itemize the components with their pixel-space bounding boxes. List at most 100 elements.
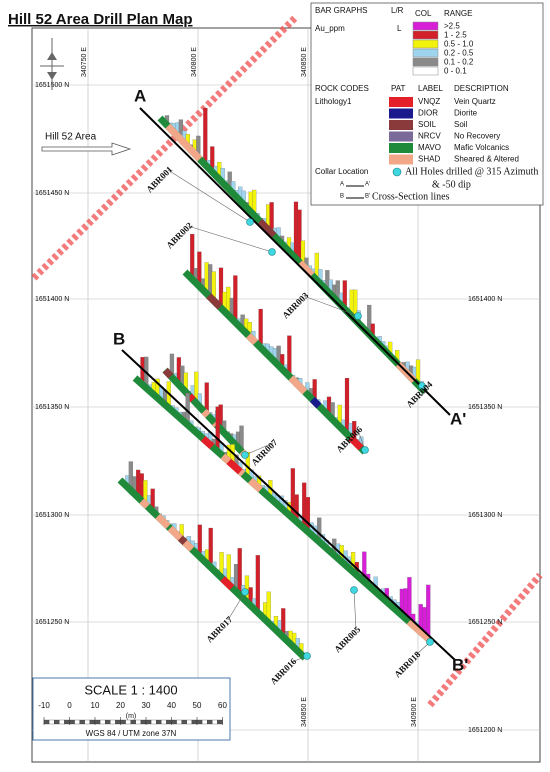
scale-segment — [54, 719, 60, 725]
au-bar — [237, 548, 242, 593]
rock-description: Sheared & Altered — [454, 155, 519, 164]
scale-segment — [59, 719, 65, 725]
lithology-segment — [246, 333, 259, 346]
scale-segment — [201, 719, 208, 725]
collar — [303, 652, 311, 660]
leader-line — [227, 591, 246, 621]
section-end: B' — [452, 655, 468, 674]
scale-box — [32, 677, 231, 741]
scale-segment — [135, 719, 142, 725]
northing-label: 1651250 N — [35, 619, 69, 626]
section-key: A' — [365, 182, 370, 188]
au-bar — [204, 262, 209, 291]
collar — [354, 312, 362, 320]
easting-label: 340850 E — [301, 47, 308, 77]
scale-segment — [48, 719, 55, 725]
boundary-lines — [31, 15, 543, 708]
north-arrow — [40, 38, 64, 90]
lithology-segment — [257, 218, 277, 239]
leader-line — [167, 169, 251, 223]
boundary — [427, 572, 543, 708]
rock-code: VNQZ — [418, 97, 440, 106]
collar — [246, 218, 254, 226]
rock-description: Mafic Volcanics — [454, 143, 509, 152]
scale-tick-label: 30 — [142, 701, 151, 710]
au-bar — [233, 564, 239, 589]
lithology-segment — [220, 576, 235, 591]
scale-segment — [212, 719, 218, 725]
collar — [361, 446, 369, 454]
drill-trace — [132, 375, 435, 645]
section-end: A' — [450, 409, 466, 428]
au-bar — [258, 308, 263, 345]
lithology-segment — [201, 409, 211, 418]
au-bar — [136, 469, 141, 495]
scale-segment — [140, 719, 147, 725]
scale-segment — [156, 719, 162, 725]
rock-swatch — [389, 108, 413, 119]
scale-segment — [186, 719, 193, 725]
section-start: A — [134, 86, 146, 105]
lithology-segment — [247, 477, 263, 493]
easting-label: 340850 E — [301, 697, 308, 727]
scale-segment — [89, 719, 96, 725]
legend-side: L — [397, 24, 402, 33]
scale-segment — [115, 719, 121, 725]
legend-lithology: Lithology1 — [315, 97, 352, 106]
scale-segment — [161, 719, 167, 725]
au-bar — [185, 392, 190, 422]
area-label: Hill 52 Area — [45, 132, 97, 143]
legend-header: PAT — [391, 84, 405, 93]
leader-line — [187, 225, 273, 253]
rock-description: Soil — [454, 120, 468, 129]
lithology-segment — [162, 367, 174, 379]
lithology-segment — [292, 379, 305, 392]
note: All Holes drilled @ 315 Azimuth — [405, 166, 538, 177]
legend-header: COL — [415, 9, 432, 18]
au-bar — [344, 377, 350, 432]
collar-symbol — [392, 167, 402, 177]
northing-label: 1651200 N — [468, 727, 502, 734]
range-label: 1 - 2.5 — [444, 31, 467, 40]
legend-header: RANGE — [444, 9, 472, 18]
scale-segment — [130, 719, 136, 725]
section-start: B — [113, 329, 125, 348]
scale-segment — [74, 719, 80, 725]
rock-swatch — [389, 97, 413, 107]
scale-tick-label: 10 — [91, 701, 100, 710]
collar — [268, 248, 276, 256]
au-bar — [281, 608, 286, 635]
collar-label: Collar Location — [315, 167, 368, 176]
au-bar — [197, 524, 202, 554]
note: & -50 dip — [432, 179, 471, 190]
lithology-segment — [186, 393, 196, 403]
scale-segment — [105, 719, 111, 725]
au-bar — [190, 233, 195, 277]
au-bar — [219, 552, 224, 575]
au-bar — [255, 555, 260, 610]
scale-bar: -10 0 10 20 30 40 50 60 — [38, 701, 227, 725]
lithology-segment — [297, 260, 315, 278]
scale-tick-label: 40 — [167, 701, 176, 710]
rock-code: NRCV — [418, 132, 441, 141]
rock-code: SOIL — [418, 120, 437, 129]
au-bar — [203, 107, 208, 162]
lithology-segment — [167, 525, 183, 541]
scale-tick-label: 50 — [193, 701, 202, 710]
au-bar — [266, 591, 271, 621]
northing-label: 1651250 N — [468, 619, 502, 626]
leader-line — [244, 442, 274, 456]
au-bar — [208, 527, 213, 565]
rock-swatch — [389, 131, 413, 142]
section-line — [121, 349, 456, 661]
scale-segment — [79, 719, 85, 725]
lithology-segment — [182, 539, 195, 552]
au-bar — [128, 461, 133, 488]
range-swatch — [412, 66, 439, 76]
scale-segment — [84, 719, 91, 725]
range-label: 0.2 - 0.5 — [444, 49, 474, 58]
leader-line — [303, 295, 359, 317]
rock-description: No Recovery — [454, 132, 500, 141]
easting-label: 340900 E — [411, 697, 418, 727]
rock-swatch — [389, 143, 413, 153]
